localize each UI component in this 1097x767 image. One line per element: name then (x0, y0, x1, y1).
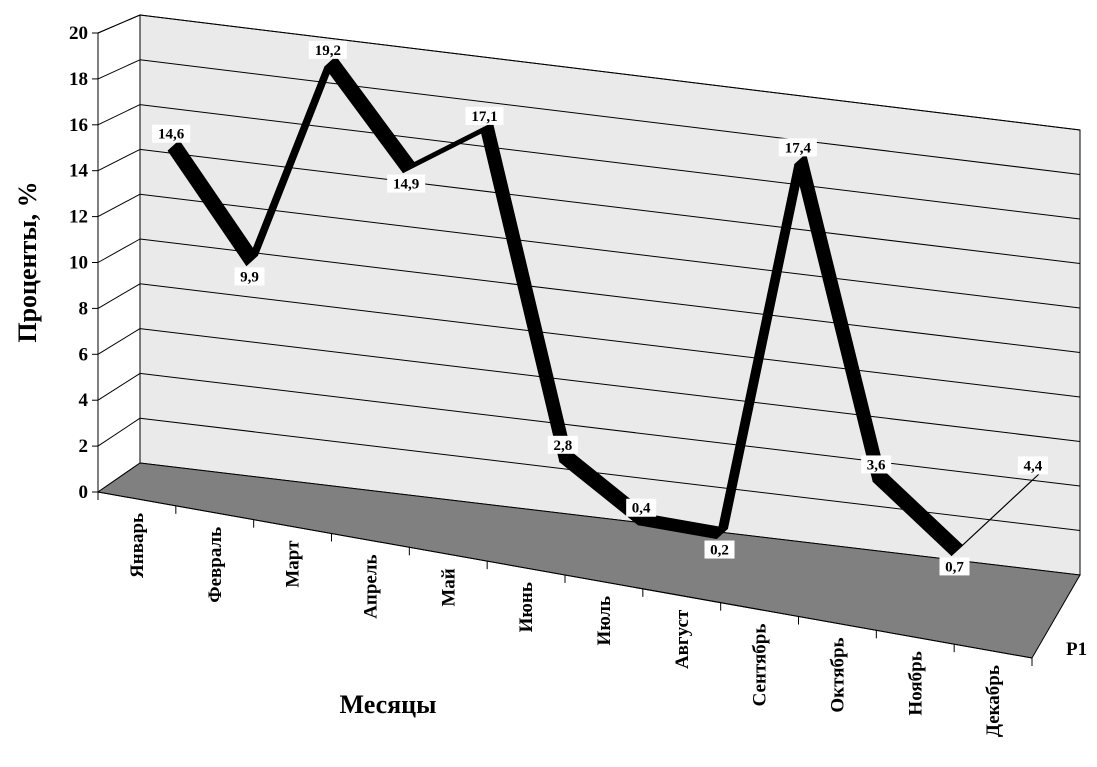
data-label-bg (465, 106, 504, 125)
gridline-side (97, 283, 141, 309)
x-tick-label: Январь (127, 513, 148, 578)
data-label-text: 4,4 (1023, 458, 1042, 474)
data-label-bg (704, 540, 735, 559)
data-series-ribbon (167, 56, 1042, 556)
data-label: 0,7 (939, 557, 970, 576)
x-axis-ticks: Январь Февраль Март Апрель Май Июнь Июль Август… (97, 491, 1033, 737)
gridline (139, 14, 1081, 131)
data-label-bg (778, 138, 817, 157)
x-tick-label: Июль (594, 596, 615, 646)
data-label-bg (939, 557, 970, 576)
gridline (139, 148, 1081, 264)
data-label-text: 17,4 (785, 140, 812, 156)
data-label: 14,9 (387, 174, 426, 193)
y-tick-label: 0 (79, 482, 89, 503)
gridline-side (97, 59, 141, 80)
gridline-side (97, 14, 141, 34)
gridline (139, 238, 1081, 353)
data-label: 14,6 (152, 124, 191, 143)
x-tick-label: Июнь (516, 582, 537, 632)
x-tick-label: Август (672, 609, 693, 669)
x-tick-label: Октябрь (827, 637, 848, 712)
data-label-text: 3,6 (867, 457, 886, 473)
x-tick-label: Март (283, 540, 304, 588)
y-tick-label: 14 (69, 161, 89, 182)
gridline-side (97, 148, 141, 172)
data-label-text: 19,2 (315, 43, 341, 59)
data-label: 19,2 (308, 40, 347, 59)
data-label-bg (234, 267, 265, 286)
gridline-side (97, 417, 141, 447)
y-tick-label: 20 (69, 23, 88, 44)
y-tick-label: 18 (69, 69, 88, 90)
data-label: 0,2 (704, 540, 735, 559)
data-label: 17,1 (465, 106, 504, 125)
x-axis-title: Месяцы (340, 690, 437, 719)
series-name-label: Р1 (1066, 639, 1087, 660)
data-label: 2,8 (547, 435, 578, 454)
y-tick-label: 8 (79, 298, 89, 319)
x-tick-label: Апрель (360, 554, 381, 618)
y-tick-label: 16 (69, 115, 88, 136)
gridline (139, 104, 1081, 220)
chart-side-wall (97, 14, 141, 493)
data-label-bg (308, 40, 347, 59)
y-axis-title: Проценты, % (13, 181, 42, 342)
data-label-text: 2,8 (553, 438, 572, 454)
data-label-bg (1017, 456, 1048, 475)
data-label: 3,6 (861, 455, 892, 474)
gridline-side (97, 328, 141, 355)
data-label-text: 0,4 (632, 501, 651, 517)
data-label-bg (626, 498, 657, 517)
data-label-text: 9,9 (240, 269, 259, 285)
x-tick-label: Сентябрь (750, 624, 771, 707)
gridline (139, 193, 1081, 309)
x-tick-label: Май (438, 568, 459, 606)
gridline (139, 372, 1081, 487)
data-label: 4,4 (1017, 456, 1048, 475)
y-tick-label: 6 (79, 344, 89, 365)
gridline-side (97, 238, 141, 263)
data-label-text: 0,7 (945, 559, 964, 575)
x-tick-label: Февраль (205, 527, 226, 603)
data-label-text: 14,6 (158, 127, 185, 143)
x-tick-label: Ноябрь (905, 651, 926, 715)
data-label-text: 0,2 (710, 543, 729, 559)
gridline (139, 328, 1081, 442)
y-tick-label: 10 (69, 253, 88, 274)
data-labels: 14,6 9,9 19,2 14,9 17,1 2,8 0,4 0,2 17,4 3,6 0,7 4,… (152, 40, 1048, 576)
data-label-text: 14,9 (393, 177, 419, 193)
y-tick-label: 12 (69, 207, 88, 228)
gridline (139, 283, 1081, 398)
y-tick-label: 4 (79, 390, 89, 411)
gridline (139, 59, 1081, 175)
data-label-bg (547, 435, 578, 454)
data-label-bg (152, 124, 191, 143)
data-label-text: 17,1 (471, 109, 497, 125)
x-tick-label: Декабрь (983, 665, 1004, 737)
series-segment (951, 471, 1042, 556)
data-label-bg (861, 455, 892, 474)
data-label: 17,4 (778, 138, 817, 157)
y-axis-ticks: 0 2 4 6 8 10 12 14 16 18 20 (69, 23, 98, 503)
data-label: 9,9 (234, 267, 265, 286)
gridline-side (97, 372, 141, 401)
gridline-side (97, 193, 141, 218)
gridline-side (97, 104, 141, 126)
data-label-bg (387, 174, 426, 193)
data-label: 0,4 (626, 498, 657, 517)
y-tick-label: 2 (79, 436, 89, 457)
